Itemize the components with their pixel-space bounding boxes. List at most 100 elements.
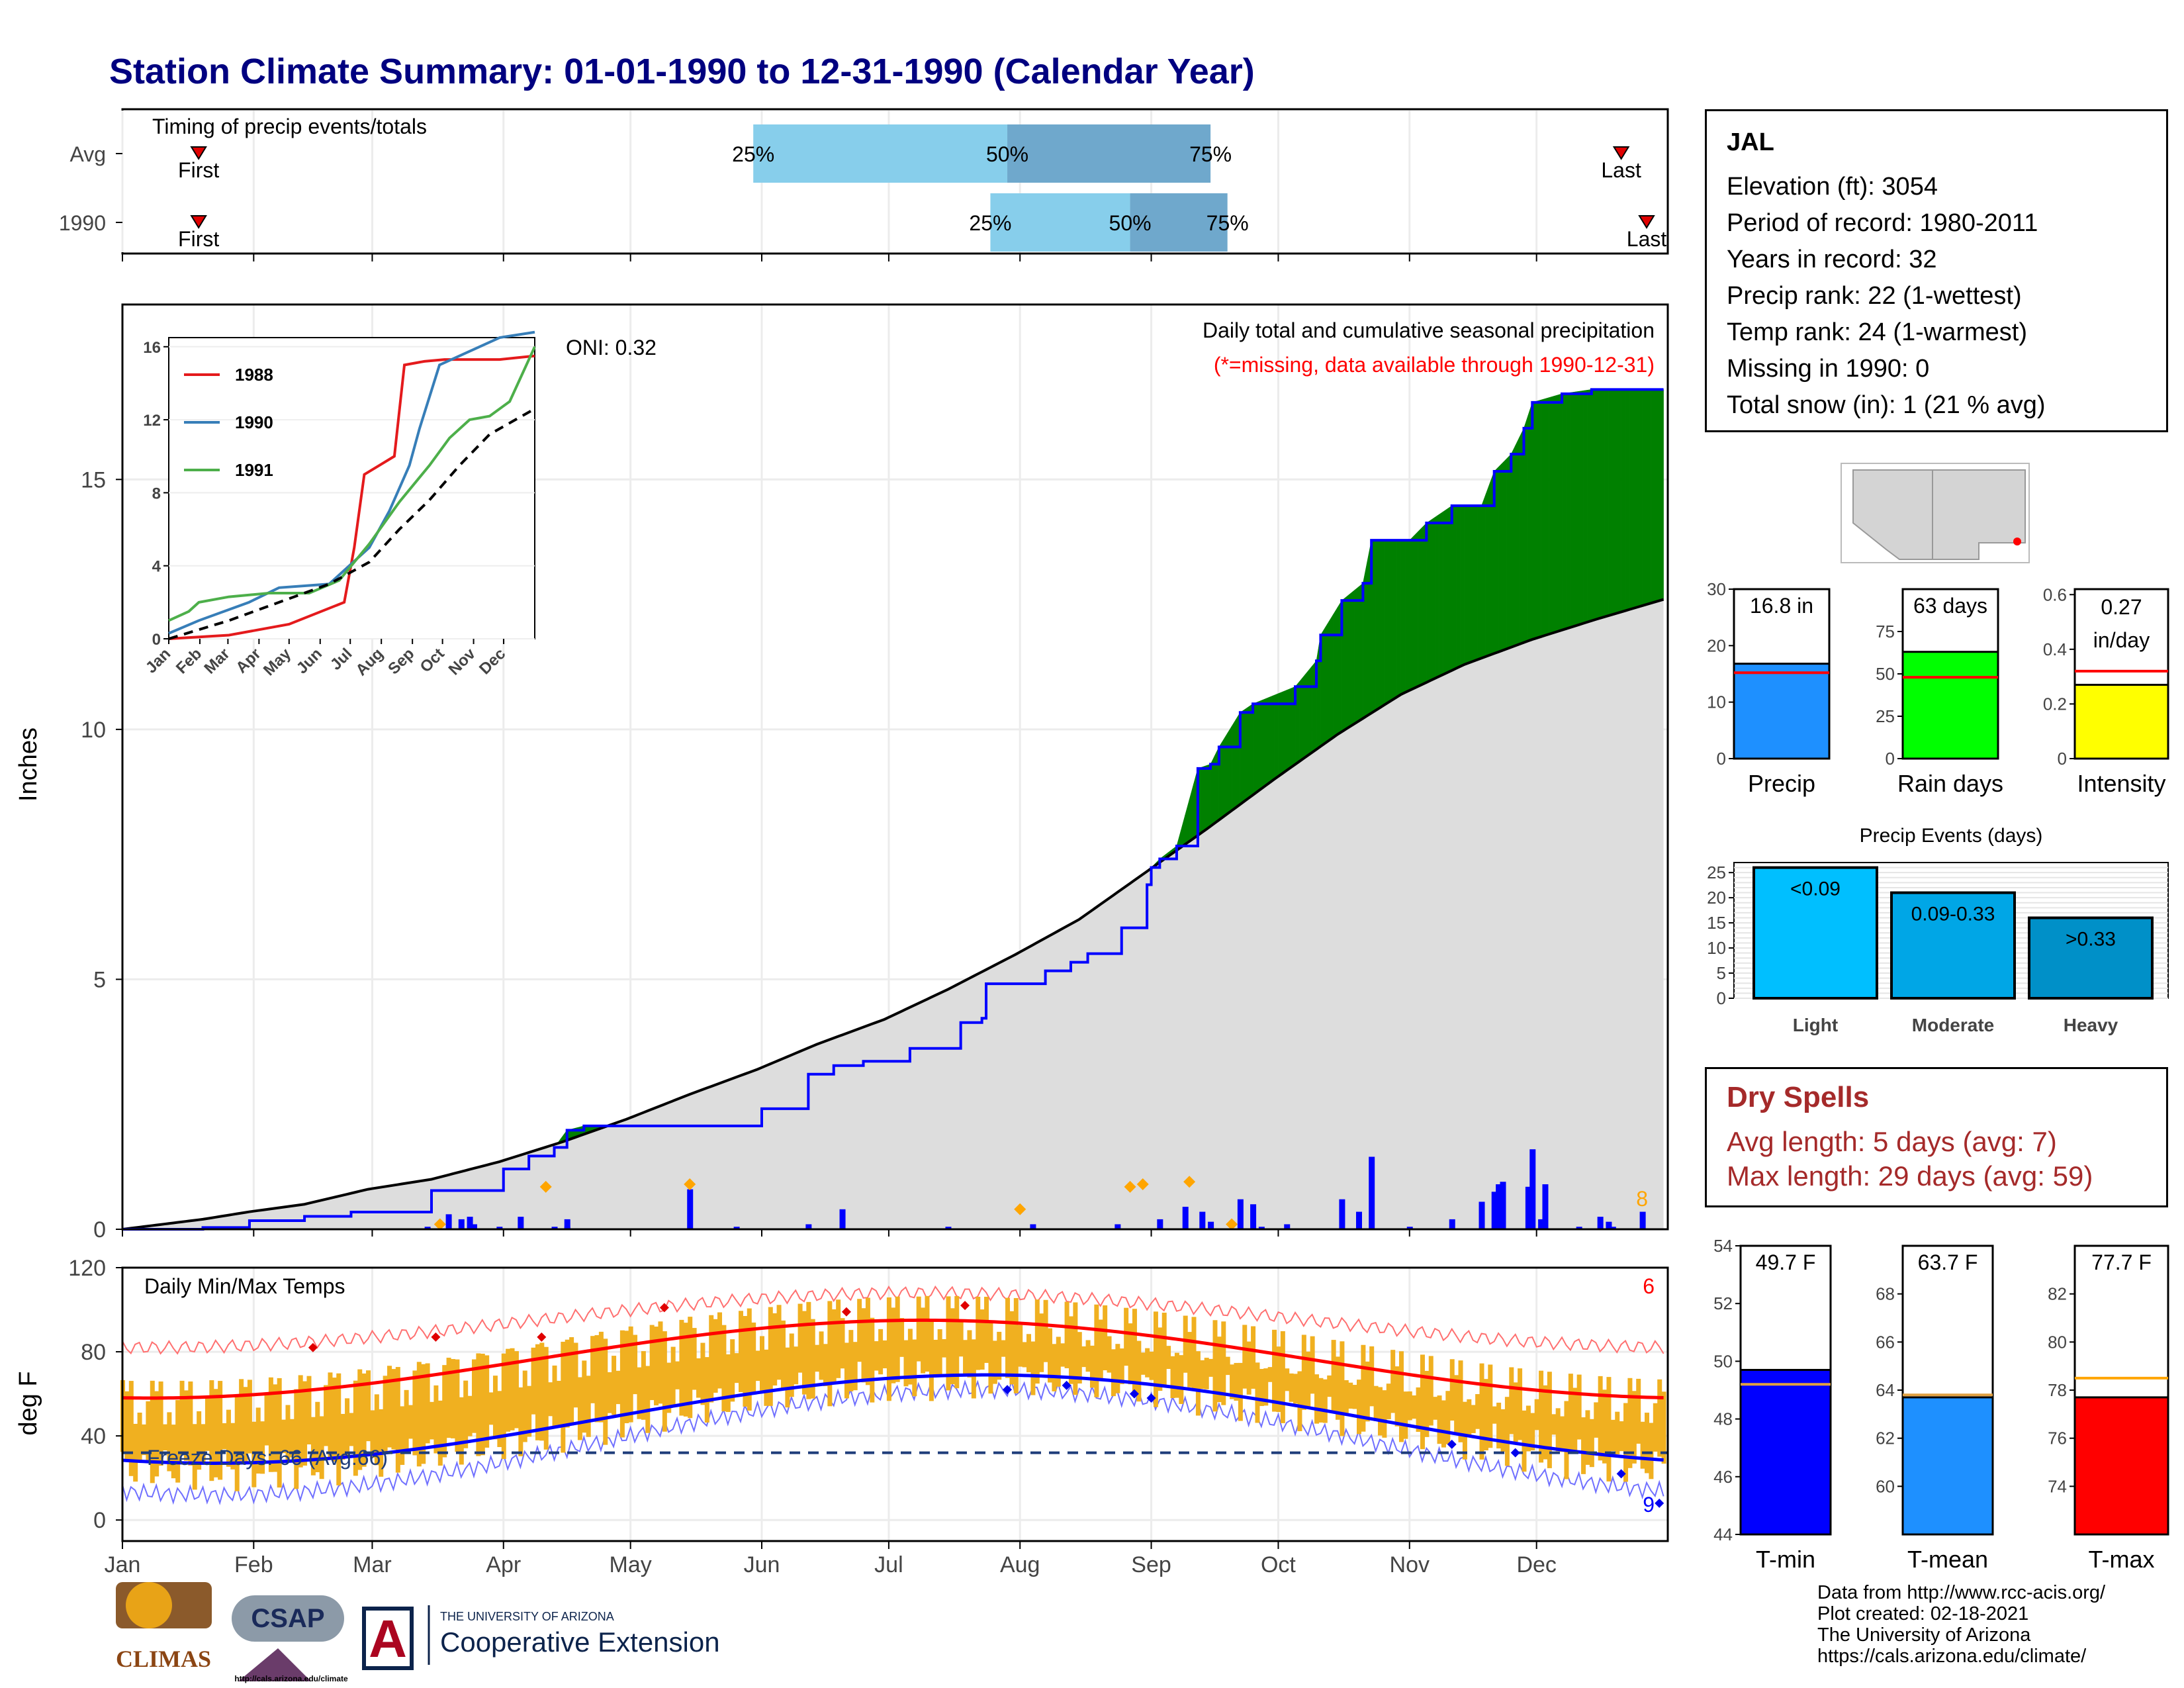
cumulative-diff-slice <box>1549 396 1554 635</box>
daily-temp-bar <box>857 1299 862 1362</box>
daily-temp-bar <box>852 1342 858 1391</box>
daily-temp-bar <box>937 1329 942 1375</box>
temp-ytick-label: 40 <box>81 1424 106 1449</box>
temp-frame <box>121 1266 1669 1542</box>
daily-temp-bar <box>141 1424 146 1456</box>
daily-temp-bar <box>1238 1362 1243 1421</box>
dry-spells-header: Dry Spells <box>1727 1081 1870 1113</box>
cumulative-diff-slice <box>1413 531 1418 689</box>
daily-temp-bar <box>1018 1325 1023 1367</box>
daily-temp-bar <box>776 1305 782 1380</box>
daily-temp-bar <box>751 1322 756 1393</box>
temp-title: Daily Min/Max Temps <box>144 1274 345 1298</box>
daily-temp-bar <box>1026 1334 1032 1373</box>
daily-temp-bar <box>1230 1364 1235 1399</box>
cumulative-diff-slice <box>1473 505 1478 662</box>
summary-ytick-label: 52 <box>1713 1293 1733 1313</box>
record-high-marker <box>431 1332 441 1342</box>
daily-temp-bar <box>637 1367 642 1419</box>
daily-temp-bar <box>522 1370 527 1442</box>
ua-logo-line2: Cooperative Extension <box>440 1626 720 1658</box>
summary-bar <box>1733 663 1831 760</box>
daily-temp-bar <box>531 1347 536 1415</box>
daily-temp-bar <box>336 1373 341 1485</box>
summary-ytick-label: 50 <box>1876 664 1895 684</box>
daily-temp-bar <box>124 1391 130 1460</box>
daily-temp-bar <box>391 1369 396 1450</box>
summary-ytick-label: 75 <box>1876 622 1895 641</box>
daily-temp-bar <box>921 1307 926 1374</box>
summary-ytick-label: 78 <box>2048 1380 2067 1400</box>
cumulative-diff-slice <box>1287 688 1291 771</box>
daily-temp-bar <box>688 1317 693 1419</box>
daily-temp-bar <box>1297 1371 1302 1432</box>
cumulative-precip-panel: 0 5 10 15 Inches Daily total and cumulative s… <box>15 303 1669 1243</box>
cumulative-diff-slice <box>1354 586 1359 724</box>
daily-temp-bar <box>950 1308 955 1385</box>
timing-p25-label: 25% <box>732 142 774 166</box>
daily-precip-bar <box>1525 1186 1531 1229</box>
summary-value-label: 63.7 F <box>1918 1250 1978 1274</box>
daily-temp-bar <box>1085 1340 1091 1372</box>
summary-ytick-label: 48 <box>1713 1409 1733 1429</box>
daily-temp-bar <box>730 1339 735 1402</box>
daily-temp-bar <box>768 1307 773 1406</box>
summary-value-label: 0.27 <box>2101 595 2142 619</box>
daily-temp-bar <box>1357 1380 1361 1434</box>
month-label: Feb <box>234 1552 273 1577</box>
locator-map <box>1841 463 2030 563</box>
daily-temp-bar <box>527 1385 532 1437</box>
daily-precip-bar <box>733 1227 740 1229</box>
cumulative-diff-slice <box>1625 389 1630 611</box>
record-low-marker <box>1129 1389 1139 1399</box>
daily-temp-bar <box>1251 1326 1256 1389</box>
daily-temp-bar <box>976 1296 981 1370</box>
avg-cumulative-area <box>122 599 1664 1229</box>
daily-temp-bar <box>1183 1315 1188 1373</box>
daily-temp-bar <box>1200 1360 1205 1389</box>
daily-temp-bar <box>780 1320 786 1389</box>
station-missing: Missing in 1990: 0 <box>1727 355 1930 383</box>
daily-temp-bar <box>1458 1360 1463 1442</box>
daily-temp-bar <box>772 1313 778 1386</box>
summary-category-label: Rain days <box>1897 770 2003 797</box>
cumulative-diff-slice <box>1511 445 1516 648</box>
daily-precip-bar <box>1639 1211 1646 1229</box>
daily-precip-bar <box>1208 1221 1214 1229</box>
daily-temp-bar <box>1361 1344 1366 1432</box>
timing-panel: Timing of precip events/totals Avg 25% 50% 7… <box>59 108 1669 261</box>
daily-temp-bar <box>675 1361 680 1389</box>
daily-temp-bar <box>709 1315 714 1403</box>
summary-ytick-label: 44 <box>1713 1524 1733 1544</box>
daily-temp-bar <box>535 1344 540 1440</box>
daily-precip-bar <box>467 1217 473 1229</box>
daily-temp-bar <box>641 1351 646 1420</box>
daily-temp-bar <box>1145 1348 1150 1378</box>
timing-bar-50-75 <box>1007 124 1211 183</box>
daily-temp-bar <box>408 1405 414 1439</box>
summary-ytick-label: 25 <box>1876 706 1895 726</box>
daily-precip-bar <box>1491 1192 1498 1229</box>
daily-temp-bar <box>133 1423 138 1482</box>
daily-temp-bar <box>1343 1380 1349 1415</box>
daily-temp-bar <box>1348 1382 1353 1409</box>
daily-temp-bar <box>205 1398 210 1451</box>
daily-temp-bar <box>992 1340 997 1384</box>
daily-precip-bar <box>1597 1217 1604 1229</box>
precip-frame <box>121 303 1669 1231</box>
daily-temp-bar <box>1500 1409 1506 1452</box>
daily-precip-bar <box>1529 1149 1536 1229</box>
summary-value-label: 16.8 in <box>1750 594 1813 618</box>
daily-precip-bar <box>1606 1221 1612 1229</box>
daily-temp-bar <box>874 1341 879 1371</box>
summary-bar <box>1901 651 1999 760</box>
cumulative-diff-slice <box>1400 539 1406 695</box>
last-label: Last <box>1627 227 1667 251</box>
daily-temp-bar <box>183 1390 189 1461</box>
daily-temp-bar <box>725 1354 731 1413</box>
daily-temp-bar <box>1525 1405 1531 1452</box>
daily-temp-bar <box>1377 1387 1383 1436</box>
cumulative-diff-slice <box>1532 400 1537 640</box>
ua-logo-letter: A <box>369 1609 407 1668</box>
daily-temp-bar <box>704 1357 709 1423</box>
